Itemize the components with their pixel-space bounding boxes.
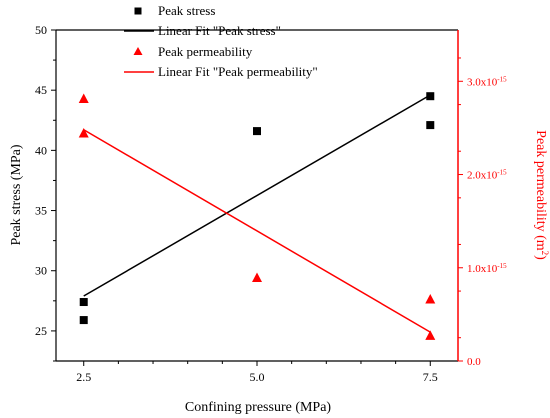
y-tick-label: 50 xyxy=(35,23,47,37)
y2-axis-label-end: ) xyxy=(533,255,548,260)
x-axis-label: Confining pressure (MPa) xyxy=(185,400,332,415)
y2-tick-label: 0.0 xyxy=(467,356,481,368)
y2-tick-label: 2.0x10-15 xyxy=(467,169,507,182)
axes-frame xyxy=(55,29,459,362)
y2-tick-label-exponent: -15 xyxy=(497,262,507,270)
y2-axis-label-sup: 2 xyxy=(540,251,550,256)
y-tick-label: 40 xyxy=(35,143,47,157)
x-tick-label: 2.5 xyxy=(76,370,91,384)
permeability-point xyxy=(425,330,436,340)
y-tick-label: 30 xyxy=(35,264,47,278)
stress-point xyxy=(79,316,88,325)
y2-tick-label-base: 3.0x10 xyxy=(467,76,498,88)
y2-axis-label-base: Peak permeability (m xyxy=(533,130,548,251)
y2-tick-label-exponent: -15 xyxy=(497,169,507,177)
x-tick-label: 5.0 xyxy=(250,370,265,384)
y2-tick-label: 1.0x10-15 xyxy=(467,262,507,275)
tick-marks: 2.5 5.0 7.52530354045500.01.0x10-152.0x10-… xyxy=(35,23,507,384)
legend-label: Linear Fit "Peak permeability" xyxy=(158,64,318,79)
y-axis-label: Peak stress (MPa) xyxy=(9,144,24,245)
legend-label: Peak stress xyxy=(158,3,215,18)
plot-marks xyxy=(78,92,436,340)
stress-point xyxy=(79,298,88,307)
legend-triangle-swatch xyxy=(133,47,143,55)
permeability-point xyxy=(78,127,89,138)
fit-line-1 xyxy=(83,94,431,297)
y2-tick-label-exponent: -15 xyxy=(497,75,507,83)
y-tick-label: 35 xyxy=(35,204,47,218)
y-tick-label: 45 xyxy=(35,83,47,97)
x-tick-label: 7.5 xyxy=(423,370,438,384)
y2-tick-label-base: 0.0 xyxy=(467,356,481,368)
fit-line-3 xyxy=(83,129,431,333)
legend-square-swatch xyxy=(134,7,142,15)
legend-label: Linear Fit "Peak stress" xyxy=(158,23,281,38)
legend: Peak stress Linear Fit "Peak stress" Peak … xyxy=(124,3,318,79)
y2-tick-label-base: 1.0x10 xyxy=(467,263,498,275)
y2-tick-label: 3.0x10-15 xyxy=(467,75,507,88)
permeability-point xyxy=(78,93,89,103)
stress-point xyxy=(426,121,435,130)
permeability-point xyxy=(252,272,262,283)
stress-point xyxy=(253,127,261,136)
y-tick-label: 25 xyxy=(35,324,47,338)
y2-tick-label-base: 2.0x10 xyxy=(467,170,498,182)
stress-point xyxy=(426,92,435,101)
y2-axis-label: Peak permeability (m2) xyxy=(533,130,550,260)
permeability-point xyxy=(425,293,436,304)
legend-label: Peak permeability xyxy=(158,44,253,59)
